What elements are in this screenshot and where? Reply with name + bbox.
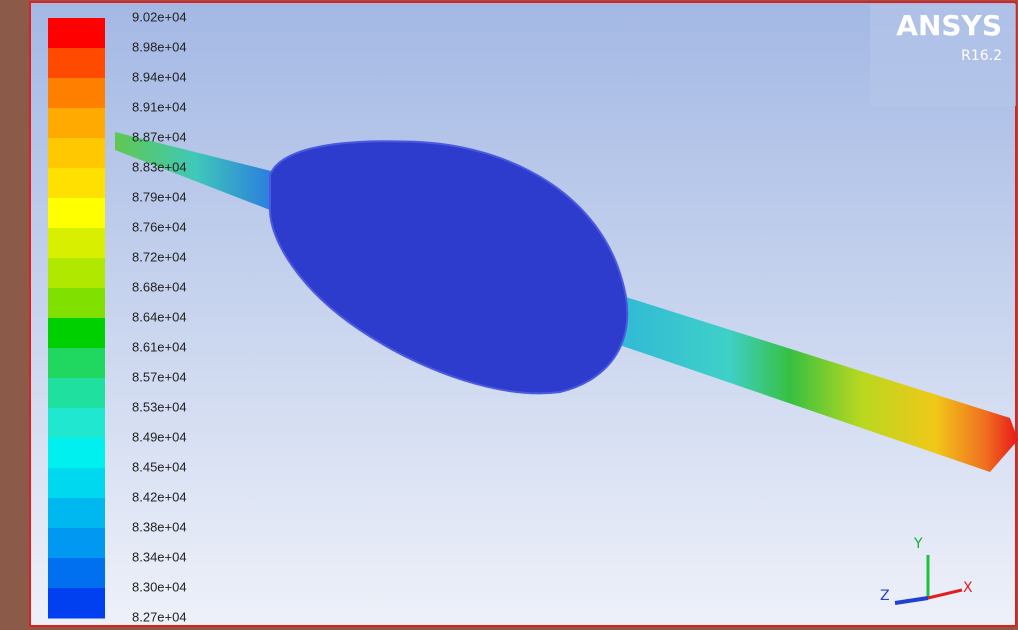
colorbar-segment (48, 108, 105, 139)
page: ANSYS R16.2 9.02e+04 8.98e+04 8.94e+04 8.91… (0, 0, 1018, 630)
logo-name: ANSYS (896, 9, 1002, 42)
colorbar-segment (48, 378, 105, 409)
colorbar-label: 8.27e+04 (132, 609, 187, 624)
colorbar-label: 9.02e+04 (132, 9, 187, 24)
triad-y: Y (913, 536, 923, 552)
viewport: ANSYS R16.2 9.02e+04 8.98e+04 8.94e+04 8.91… (0, 0, 1018, 630)
colorbar-label: 8.87e+04 (132, 129, 187, 144)
colorbar-segment (48, 18, 105, 49)
colorbar-segment (48, 438, 105, 469)
colorbar-segment (48, 288, 105, 319)
colorbar-label: 8.83e+04 (132, 159, 187, 174)
colorbar-label: 8.94e+04 (132, 69, 187, 84)
colorbar-label: 8.38e+04 (132, 519, 187, 534)
colorbar-segment (48, 558, 105, 589)
triad-z: Z (880, 588, 890, 604)
colorbar-segment (48, 408, 105, 439)
colorbar-label: 8.72e+04 (132, 249, 187, 264)
colorbar-segment (48, 258, 105, 289)
colorbar-label: 8.64e+04 (132, 309, 187, 324)
colorbar-label: 8.98e+04 (132, 39, 187, 54)
triad-x: X (963, 580, 973, 596)
colorbar-label: 8.57e+04 (132, 369, 187, 384)
colorbar-label: 8.34e+04 (132, 549, 187, 564)
colorbar-label: 8.61e+04 (132, 339, 187, 354)
colorbar-label: 8.91e+04 (132, 99, 187, 114)
colorbar-segment (48, 348, 105, 379)
colorbar-segment (48, 138, 105, 169)
logo-version: R16.2 (961, 48, 1002, 64)
colorbar-segment (48, 228, 105, 259)
colorbar-label: 8.76e+04 (132, 219, 187, 234)
colorbar-segment (48, 468, 105, 499)
colorbar-label: 8.79e+04 (132, 189, 187, 204)
colorbar-segment (48, 168, 105, 199)
colorbar-label: 8.42e+04 (132, 489, 187, 504)
colorbar-segment (48, 528, 105, 559)
colorbar-label: 8.53e+04 (132, 399, 187, 414)
colorbar-segment (48, 318, 105, 349)
colorbar-label: 8.45e+04 (132, 459, 187, 474)
colorbar-label: 8.49e+04 (132, 429, 187, 444)
colorbar-segment (48, 498, 105, 529)
colorbar-segment (48, 48, 105, 79)
colorbar-label: 8.68e+04 (132, 279, 187, 294)
colorbar-label: 8.30e+04 (132, 579, 187, 594)
colorbar-segment (48, 198, 105, 229)
colorbar-segment (48, 588, 105, 619)
colorbar-segment (48, 78, 105, 109)
